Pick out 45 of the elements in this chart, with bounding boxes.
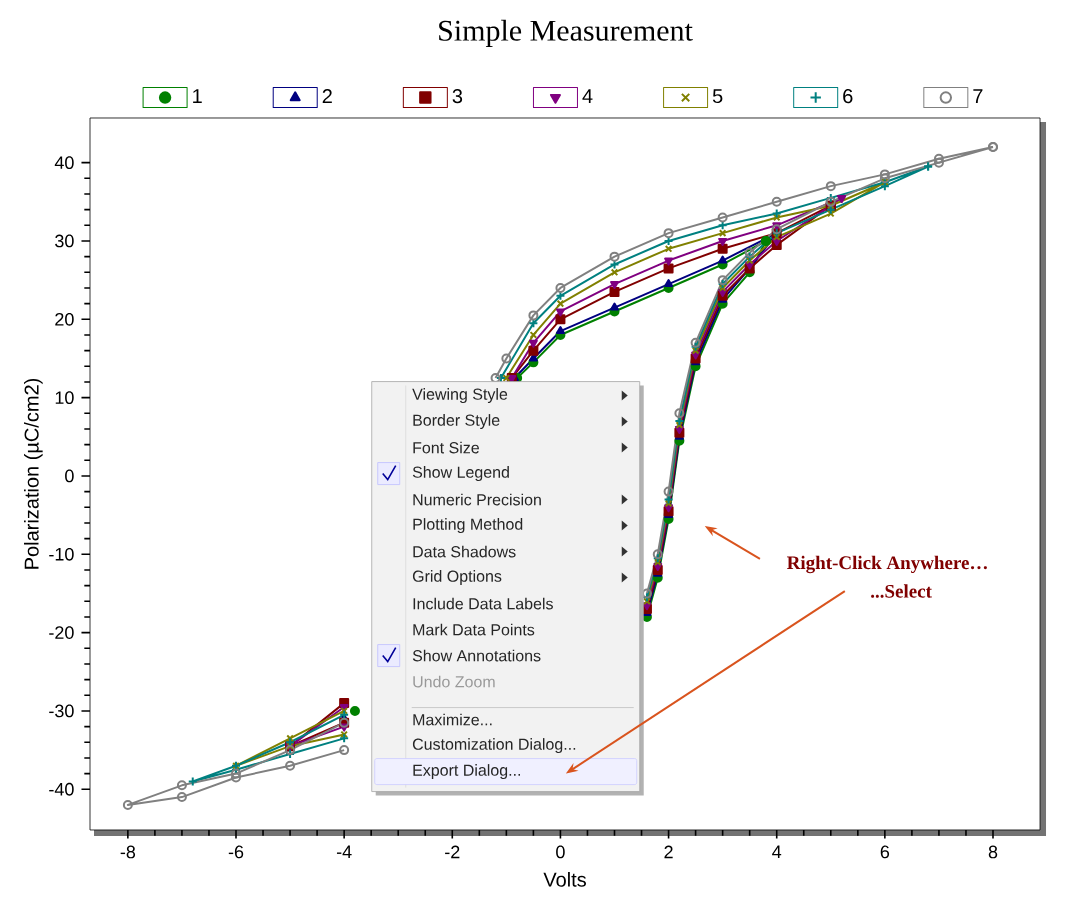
annotation: Data Shadows <box>413 545 516 558</box>
annotation: Include Data Labels <box>413 597 553 610</box>
annotation: Customization Dialog... <box>412 738 576 754</box>
annotation: Viewing Style <box>412 388 508 404</box>
y-tick-label: 10 <box>55 391 74 405</box>
y-tick-label: -20 <box>49 626 74 639</box>
annotation: Mark Data Points <box>413 623 535 636</box>
annotation: Numeric Precision <box>413 493 541 506</box>
legend-label: 4 <box>582 89 593 103</box>
annotation: Export Dialog... <box>413 764 521 780</box>
annotation: Font Size <box>413 441 479 454</box>
y-tick-label: 20 <box>55 312 74 326</box>
annotation: Show Annotations <box>412 649 541 662</box>
y-tick-label: -30 <box>49 704 74 718</box>
x-axis-title: Volts <box>543 872 586 887</box>
x-tick-label: 2 <box>664 845 673 859</box>
legend-label: 7 <box>973 89 983 103</box>
legend-label: 6 <box>843 89 853 104</box>
y-tick-label: -10 <box>49 547 74 561</box>
y-tick-label: 30 <box>55 234 74 248</box>
legend-label: 2 <box>322 89 332 104</box>
annotation: Undo Zoom <box>413 675 495 688</box>
annotation: Border Style <box>413 414 500 430</box>
y-tick-label: -40 <box>49 782 74 796</box>
y-axis-title: Polarization (µC/cm2) <box>24 378 43 569</box>
x-tick-label: -8 <box>120 845 136 859</box>
annotation: Show Legend <box>412 466 509 482</box>
x-tick-label: 8 <box>988 845 998 859</box>
annotation: Grid Options <box>412 570 502 586</box>
x-tick-label: -2 <box>445 845 460 859</box>
annotation: Plotting Method <box>413 518 523 534</box>
legend-label: 3 <box>452 89 463 104</box>
annotation: Maximize... <box>413 713 492 726</box>
annotation: Right-Click Anywhere… <box>786 555 987 574</box>
legend-label: 1 <box>193 89 202 103</box>
annotation: ...Select <box>871 584 932 598</box>
legend-label: 5 <box>712 89 723 104</box>
x-tick-label: -6 <box>228 845 244 859</box>
y-tick-label: 40 <box>54 156 74 170</box>
chart-title: Simple Measurement <box>439 19 693 47</box>
x-tick-label: 6 <box>880 845 890 859</box>
x-tick-label: -4 <box>336 845 352 858</box>
y-tick-label: 0 <box>65 469 74 483</box>
x-tick-label: 4 <box>772 845 782 858</box>
x-tick-label: 0 <box>556 845 565 859</box>
